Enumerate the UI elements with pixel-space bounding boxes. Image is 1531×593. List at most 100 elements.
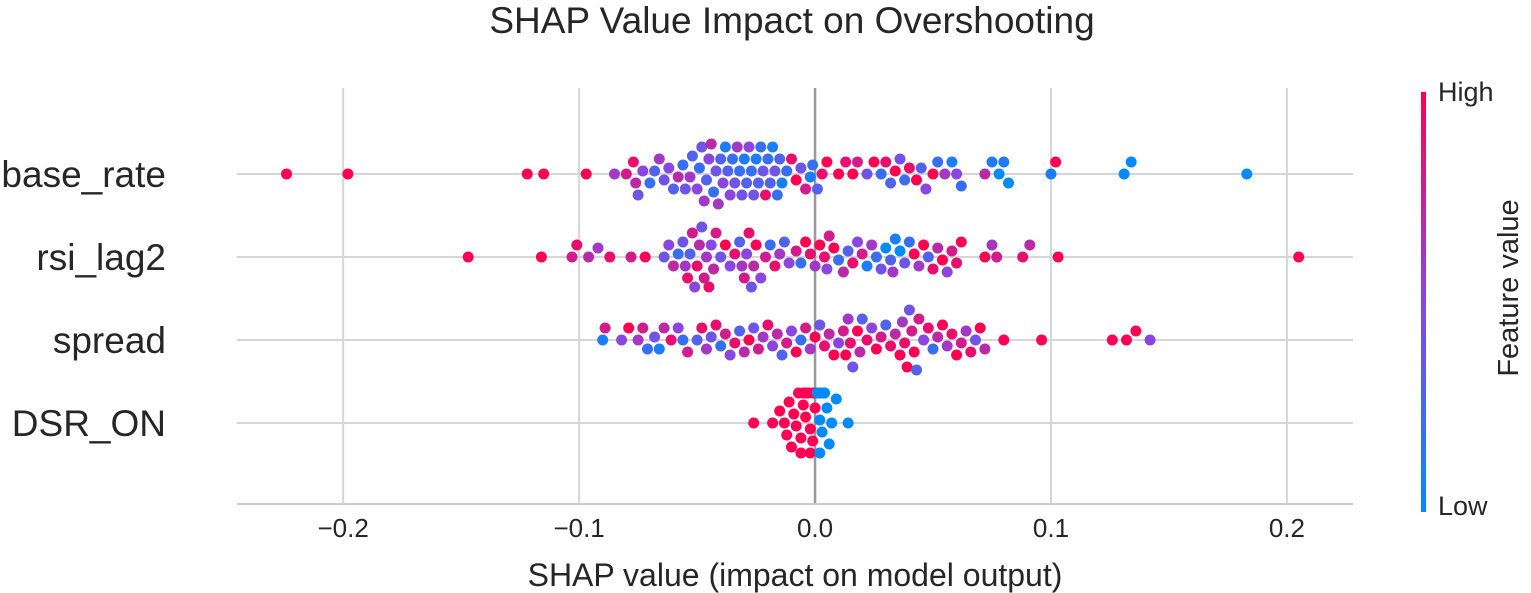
point-base_rate-100 xyxy=(1241,168,1253,180)
point-base_rate-74 xyxy=(868,156,880,168)
colorbar-low-label: Low xyxy=(1438,491,1488,521)
point-spread-10 xyxy=(665,334,677,346)
point-DSR_ON-3 xyxy=(778,417,790,429)
point-rsi_lag2-60 xyxy=(847,257,859,269)
point-base_rate-29 xyxy=(708,186,720,198)
point-rsi_lag2-53 xyxy=(819,251,830,263)
point-spread-24 xyxy=(738,346,750,358)
point-rsi_lag2-65 xyxy=(870,251,882,263)
point-rsi_lag2-50 xyxy=(804,248,816,260)
point-spread-32 xyxy=(776,349,788,361)
point-base_rate-53 xyxy=(764,177,776,189)
point-rsi_lag2-1 xyxy=(535,251,547,263)
point-DSR_ON-0 xyxy=(748,417,760,429)
point-spread-51 xyxy=(854,346,866,358)
point-base_rate-41 xyxy=(736,189,748,201)
point-base_rate-18 xyxy=(677,159,689,171)
point-rsi_lag2-21 xyxy=(696,221,708,233)
point-base_rate-15 xyxy=(663,162,675,174)
point-base_rate-50 xyxy=(757,165,769,177)
point-base_rate-59 xyxy=(781,165,793,177)
x-axis-label: SHAP value (impact on model output) xyxy=(528,557,1063,593)
x-tick-label-2: 0.0 xyxy=(797,513,833,543)
point-spread-88 xyxy=(1144,334,1156,346)
point-DSR_ON-12 xyxy=(797,399,809,411)
point-rsi_lag2-14 xyxy=(679,260,691,272)
feature-label-base_rate: base_rate xyxy=(1,154,166,195)
point-DSR_ON-6 xyxy=(786,441,797,453)
point-rsi_lag2-47 xyxy=(790,245,802,257)
point-base_rate-91 xyxy=(979,168,991,180)
point-spread-20 xyxy=(719,328,731,340)
point-base_rate-22 xyxy=(691,183,703,195)
point-rsi_lag2-41 xyxy=(760,251,771,263)
point-spread-85 xyxy=(1106,334,1118,346)
point-rsi_lag2-39 xyxy=(750,239,762,251)
point-rsi_lag2-33 xyxy=(736,260,748,272)
point-base_rate-2 xyxy=(521,168,533,180)
point-base_rate-98 xyxy=(1118,168,1130,180)
point-rsi_lag2-86 xyxy=(986,239,998,251)
point-base_rate-11 xyxy=(644,177,656,189)
point-base_rate-58 xyxy=(776,177,788,189)
point-base_rate-24 xyxy=(696,141,708,153)
point-spread-42 xyxy=(823,328,835,340)
point-DSR_ON-36 xyxy=(826,417,838,429)
point-base_rate-85 xyxy=(927,168,939,180)
point-rsi_lag2-28 xyxy=(715,251,727,263)
point-spread-52 xyxy=(856,313,868,325)
point-rsi_lag2-16 xyxy=(684,248,696,260)
point-spread-16 xyxy=(701,343,712,355)
point-DSR_ON-37 xyxy=(830,393,842,405)
data-points xyxy=(281,138,1305,459)
point-DSR_ON-7 xyxy=(788,408,800,420)
point-DSR_ON-29 xyxy=(816,426,828,438)
point-base_rate-26 xyxy=(701,174,712,186)
point-spread-13 xyxy=(682,346,694,358)
point-rsi_lag2-29 xyxy=(719,239,731,251)
point-base_rate-67 xyxy=(816,168,828,180)
point-rsi_lag2-44 xyxy=(774,248,786,260)
point-base_rate-25 xyxy=(698,195,710,207)
point-base_rate-12 xyxy=(649,165,661,177)
point-spread-9 xyxy=(658,322,670,334)
point-rsi_lag2-85 xyxy=(979,251,991,263)
point-base_rate-87 xyxy=(939,168,951,180)
point-rsi_lag2-90 xyxy=(1052,251,1064,263)
point-spread-69 xyxy=(918,334,930,346)
point-spread-31 xyxy=(771,328,783,340)
point-spread-45 xyxy=(837,325,849,337)
point-rsi_lag2-63 xyxy=(861,260,873,272)
point-spread-1 xyxy=(599,322,611,334)
point-spread-12 xyxy=(677,334,689,346)
point-rsi_lag2-6 xyxy=(604,251,616,263)
point-spread-75 xyxy=(946,328,958,340)
point-base_rate-43 xyxy=(741,177,753,189)
point-rsi_lag2-55 xyxy=(823,230,835,242)
point-base_rate-13 xyxy=(653,153,665,165)
feature-label-DSR_ON: DSR_ON xyxy=(12,403,166,444)
point-rsi_lag2-10 xyxy=(663,239,675,251)
point-spread-46 xyxy=(840,349,852,361)
point-base_rate-99 xyxy=(1125,156,1137,168)
point-DSR_ON-33 xyxy=(819,387,830,399)
point-base_rate-14 xyxy=(658,174,670,186)
point-rsi_lag2-48 xyxy=(795,257,807,269)
point-DSR_ON-26 xyxy=(814,414,826,426)
point-spread-58 xyxy=(885,340,897,352)
point-DSR_ON-19 xyxy=(804,447,816,459)
point-rsi_lag2-68 xyxy=(885,254,897,266)
point-rsi_lag2-25 xyxy=(705,239,717,251)
point-DSR_ON-38 xyxy=(842,417,854,429)
point-rsi_lag2-59 xyxy=(842,245,854,257)
point-base_rate-55 xyxy=(769,165,781,177)
grid-lines xyxy=(237,88,1353,504)
point-spread-11 xyxy=(672,322,684,334)
point-base_rate-80 xyxy=(899,174,911,186)
point-rsi_lag2-77 xyxy=(922,251,934,263)
point-spread-53 xyxy=(861,334,873,346)
point-rsi_lag2-26 xyxy=(708,263,720,275)
point-DSR_ON-22 xyxy=(809,402,821,414)
point-rsi_lag2-61 xyxy=(852,236,863,248)
